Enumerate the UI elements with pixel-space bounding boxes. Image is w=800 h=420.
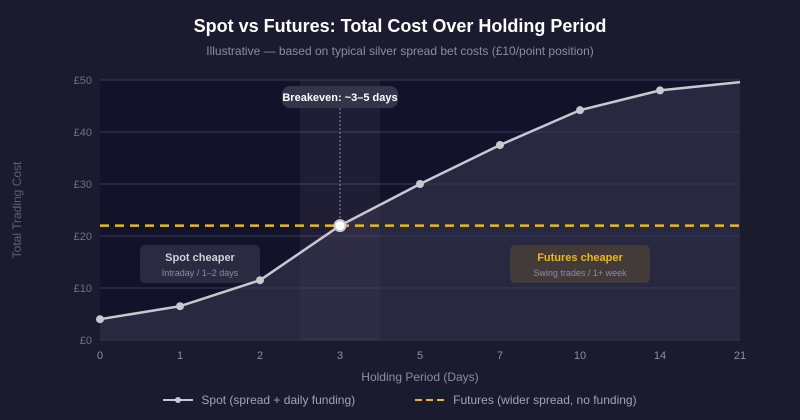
spot-cheaper-subtitle: Intraday / 1–2 days	[162, 268, 239, 278]
spot-point	[96, 315, 104, 324]
x-tick-label: 1	[177, 350, 183, 362]
x-tick-label: 0	[97, 350, 103, 362]
y-tick-label: £20	[74, 231, 92, 243]
breakeven-label-text: Breakeven: ~3–5 days	[282, 92, 397, 104]
spot-cheaper-box: Spot cheaper Intraday / 1–2 days	[140, 245, 260, 283]
y-tick-label: £50	[74, 75, 92, 87]
legend-label-futures: Futures (wider spread, no funding)	[453, 393, 637, 407]
x-tick-label: 14	[654, 350, 666, 362]
legend-label-spot: Spot (spread + daily funding)	[201, 393, 356, 407]
legend-item-futures[interactable]: Futures (wider spread, no funding)	[415, 393, 637, 407]
spot-point	[576, 106, 584, 115]
futures-legend-swatch	[415, 399, 446, 401]
futures-cheaper-subtitle: Swing trades / 1+ week	[533, 268, 627, 278]
futures-cheaper-box: Futures cheaper Swing trades / 1+ week	[510, 245, 650, 283]
x-tick-label: 7	[497, 350, 503, 362]
y-tick-label: £10	[74, 283, 92, 295]
futures-cheaper-title: Futures cheaper	[537, 252, 623, 264]
legend: Spot (spread + daily funding) Futures (w…	[0, 393, 800, 407]
breakeven-point	[333, 219, 347, 233]
spot-point	[256, 276, 264, 285]
y-tick-label: £40	[74, 127, 92, 139]
x-tick-label: 21	[734, 350, 746, 362]
chart-subtitle: Illustrative — based on typical silver s…	[206, 44, 594, 58]
spot-point	[496, 141, 504, 149]
y-axis-label: Total Trading Cost	[10, 161, 24, 258]
x-axis-label: Holding Period (Days)	[361, 370, 478, 384]
x-tick-label: 3	[337, 350, 343, 362]
spot-point	[176, 302, 184, 311]
x-tick-label: 10	[574, 350, 586, 362]
chart-title: Spot vs Futures: Total Cost Over Holding…	[193, 16, 607, 36]
legend-item-spot[interactable]: Spot (spread + daily funding)	[163, 393, 355, 407]
x-tick-label: 5	[417, 350, 423, 362]
y-tick-label: £30	[74, 179, 92, 191]
y-tick-label: £0	[80, 335, 92, 347]
spot-point	[656, 86, 664, 95]
breakeven-label: Breakeven: ~3–5 days	[282, 86, 398, 108]
spot-cheaper-title: Spot cheaper	[165, 252, 235, 264]
spot-legend-swatch	[163, 397, 194, 403]
spot-point	[416, 180, 424, 188]
x-tick-label: 2	[257, 350, 263, 362]
